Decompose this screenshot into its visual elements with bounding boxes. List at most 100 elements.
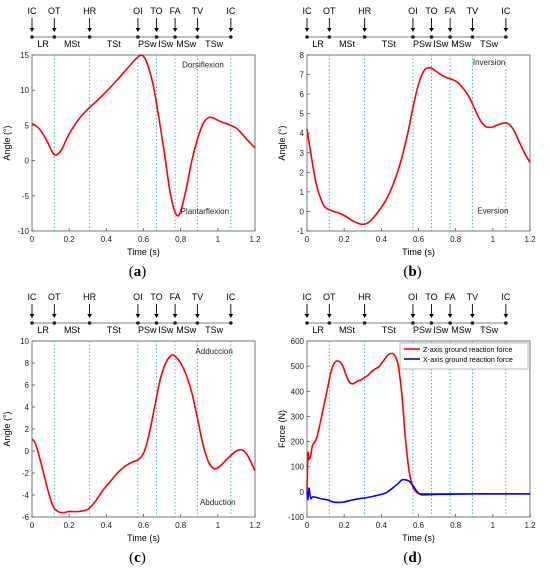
x-tick-label-a-3: 0.6 bbox=[138, 235, 150, 244]
phase-label-a-1: MSt bbox=[64, 39, 81, 49]
event-arrowhead-a-7 bbox=[228, 28, 234, 32]
caption-c: (c) bbox=[129, 550, 146, 566]
y-tick-label-b-3: 2 bbox=[300, 168, 305, 177]
event-arrowhead-d-4 bbox=[429, 314, 434, 318]
x-tick-label-c-0: 0 bbox=[30, 521, 35, 530]
event-arrowhead-a-0 bbox=[29, 28, 35, 32]
event-label-b-6: TV bbox=[467, 6, 479, 16]
event-arrowhead-a-1 bbox=[52, 28, 57, 32]
annotation-b-0: Inversion bbox=[473, 58, 505, 67]
chart-a: IC OT HR OI TO FA TV IC LR MSt TSt PSw ISw MSw TSw 0 0.2… bbox=[2, 6, 261, 257]
phase-marker-a-6 bbox=[195, 35, 200, 39]
x-tick-label-d-3: 0.6 bbox=[413, 521, 425, 530]
annotation-b-1: Eversion bbox=[477, 206, 508, 215]
event-label-a-5: FA bbox=[170, 6, 181, 16]
phase-label-c-1: MSt bbox=[64, 325, 81, 335]
event-label-b-0: IC bbox=[303, 6, 313, 16]
event-label-d-6: TV bbox=[467, 292, 479, 302]
phase-label-a-6: TSw bbox=[205, 39, 224, 49]
phase-label-d-4: ISw bbox=[433, 325, 449, 335]
y-tick-label-b-0: -1 bbox=[297, 227, 305, 236]
x-tick-label-d-1: 0.2 bbox=[339, 521, 351, 530]
event-arrowhead-c-5 bbox=[172, 314, 178, 318]
panel-c: IC OT HR OI TO FA TV IC LR MSt TSt PSw ISw MSw TSw 0 0.2… bbox=[0, 286, 275, 572]
caption-d-letter: d bbox=[408, 550, 417, 566]
phase-label-a-0: LR bbox=[37, 39, 49, 49]
y-tick-label-b-9: 8 bbox=[300, 51, 305, 60]
phase-marker-b-7 bbox=[504, 35, 508, 39]
phase-marker-c-1 bbox=[52, 321, 57, 325]
y-tick-label-c-8: 10 bbox=[20, 337, 29, 346]
event-arrowhead-c-4 bbox=[154, 314, 159, 318]
event-label-c-4: TO bbox=[150, 292, 162, 302]
phase-label-b-1: MSt bbox=[339, 39, 356, 49]
x-tick-label-a-1: 0.2 bbox=[64, 235, 76, 244]
event-label-d-0: IC bbox=[303, 292, 313, 302]
y-tick-label-a-0: -10 bbox=[17, 227, 29, 236]
x-tick-label-c-3: 0.6 bbox=[138, 521, 150, 530]
event-arrowhead-a-5 bbox=[172, 28, 178, 32]
phase-label-a-4: ISw bbox=[158, 39, 174, 49]
y-tick-label-b-7: 6 bbox=[300, 90, 305, 99]
phase-marker-b-6 bbox=[470, 35, 475, 39]
phase-marker-b-0 bbox=[305, 35, 309, 39]
x-tick-label-a-4: 0.8 bbox=[175, 235, 187, 244]
y-tick-label-d-7: 600 bbox=[291, 337, 305, 346]
x-tick-label-b-0: 0 bbox=[305, 235, 310, 244]
phase-label-d-2: TSt bbox=[382, 325, 397, 335]
event-arrowhead-b-1 bbox=[327, 28, 332, 32]
event-arrowhead-c-6 bbox=[195, 314, 200, 318]
event-label-d-7: IC bbox=[501, 292, 511, 302]
x-axis-label-b: Time (s) bbox=[402, 247, 435, 257]
phase-label-c-2: TSt bbox=[107, 325, 122, 335]
phase-marker-c-6 bbox=[195, 321, 200, 325]
annotation-c-1: Abduction bbox=[200, 498, 236, 507]
y-tick-label-a-4: 10 bbox=[20, 86, 29, 95]
event-arrowhead-b-2 bbox=[362, 28, 367, 32]
caption-d: (d) bbox=[403, 550, 422, 566]
event-label-b-7: IC bbox=[501, 6, 511, 16]
y-tick-label-b-8: 7 bbox=[300, 71, 305, 80]
event-label-c-0: IC bbox=[28, 292, 38, 302]
event-label-d-5: FA bbox=[445, 292, 456, 302]
event-label-a-2: HR bbox=[83, 6, 96, 16]
event-arrowhead-d-2 bbox=[362, 314, 367, 318]
y-tick-label-a-1: -5 bbox=[22, 192, 30, 201]
phase-marker-d-2 bbox=[362, 321, 367, 325]
annotation-a-1: Plantarflexion bbox=[181, 207, 229, 216]
y-tick-label-d-2: 100 bbox=[291, 463, 305, 472]
phase-marker-a-7 bbox=[229, 35, 233, 39]
event-label-d-1: OT bbox=[323, 292, 336, 302]
axes-box-b bbox=[306, 54, 531, 232]
x-tick-label-c-1: 0.2 bbox=[64, 521, 76, 530]
y-tick-label-a-2: 0 bbox=[25, 157, 30, 166]
series-line-c-0 bbox=[31, 353, 256, 514]
x-axis-label-a: Time (s) bbox=[127, 247, 160, 257]
y-tick-label-c-5: 4 bbox=[25, 403, 30, 412]
y-axis-label-c: Angle (°) bbox=[2, 411, 12, 446]
event-arrowhead-c-1 bbox=[52, 314, 57, 318]
x-tick-label-b-6: 1.2 bbox=[524, 235, 536, 244]
phase-label-a-3: PSw bbox=[138, 39, 157, 49]
event-arrowhead-c-3 bbox=[135, 314, 141, 318]
y-tick-label-d-1: 0 bbox=[300, 488, 305, 497]
y-tick-label-d-4: 300 bbox=[291, 412, 305, 421]
event-label-a-4: TO bbox=[150, 6, 162, 16]
x-axis-label-d: Time (s) bbox=[402, 533, 435, 543]
event-arrowhead-d-5 bbox=[447, 314, 453, 318]
y-tick-label-c-6: 6 bbox=[25, 381, 30, 390]
phase-marker-b-3 bbox=[411, 35, 415, 39]
event-label-b-4: TO bbox=[425, 6, 437, 16]
phase-label-b-4: ISw bbox=[433, 39, 449, 49]
y-tick-label-a-3: 5 bbox=[25, 121, 30, 130]
x-tick-label-a-2: 0.4 bbox=[101, 235, 113, 244]
x-tick-label-c-2: 0.4 bbox=[101, 521, 113, 530]
phase-marker-a-1 bbox=[52, 35, 57, 39]
event-label-b-1: OT bbox=[323, 6, 336, 16]
phase-label-c-4: ISw bbox=[158, 325, 174, 335]
phase-marker-a-5 bbox=[173, 35, 177, 39]
phase-marker-c-7 bbox=[229, 321, 233, 325]
event-label-c-2: HR bbox=[83, 292, 96, 302]
event-label-d-3: OI bbox=[408, 292, 418, 302]
y-tick-label-c-1: -4 bbox=[22, 491, 30, 500]
